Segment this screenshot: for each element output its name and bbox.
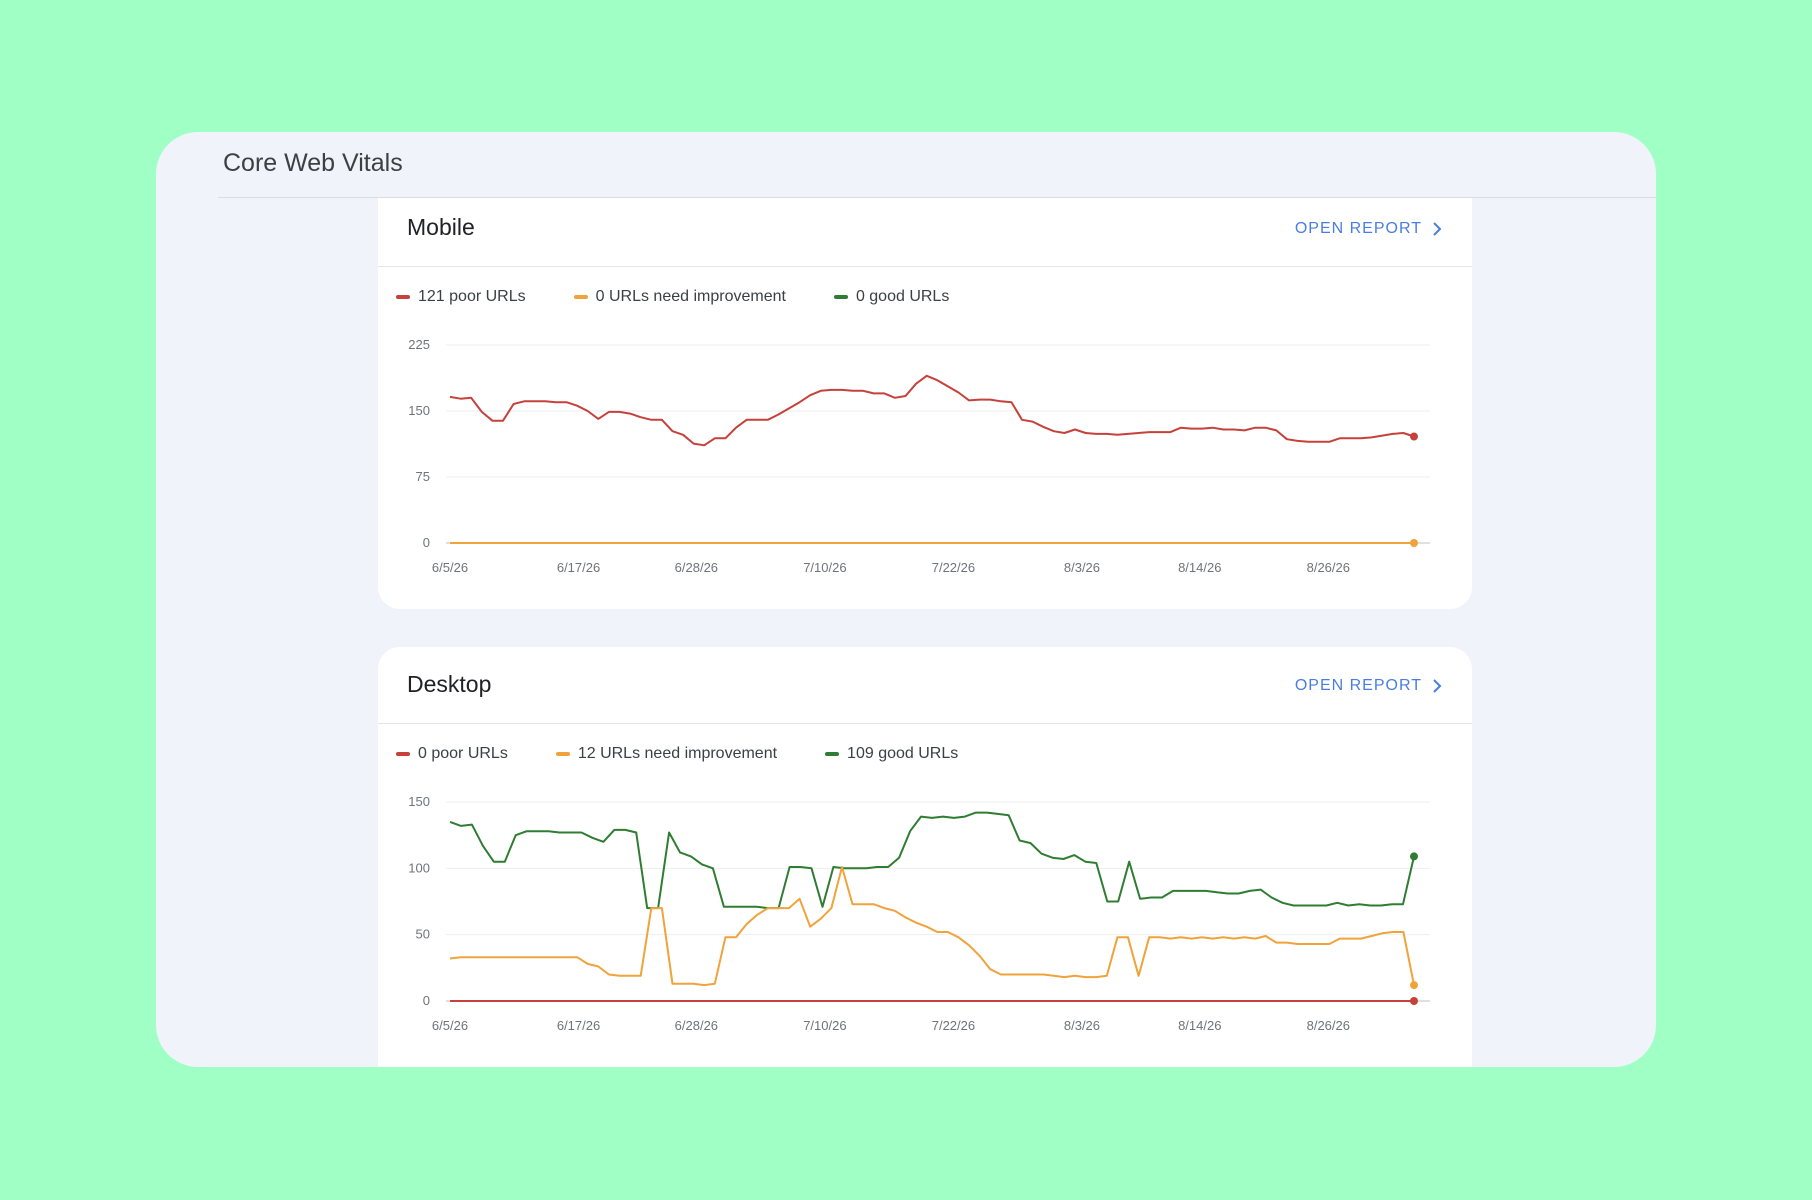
legend: 0 poor URLs 12 URLs need improvement 109… <box>396 745 1006 763</box>
series-end-point <box>1410 981 1418 990</box>
y-tick-label: 50 <box>416 927 430 942</box>
legend-label: 0 URLs need improvement <box>595 288 786 305</box>
y-tick-label: 150 <box>408 794 430 809</box>
x-tick-label: 6/5/26 <box>432 560 468 575</box>
legend-label: 12 URLs need improvement <box>577 745 778 762</box>
series-end-point <box>1410 997 1418 1005</box>
open-report-label: OPEN REPORT <box>1294 677 1422 694</box>
card-divider <box>378 266 1472 267</box>
y-tick-label: 225 <box>408 337 430 352</box>
desktop-chart: 0 50 100 150 6/5/26 6/17/26 6/28/26 7/10/26 7/22… <box>408 794 1430 1033</box>
app-window: Core Web Vitals Mobile OPEN REPORT 121 p… <box>156 132 1656 1067</box>
legend-label: 0 good URLs <box>855 288 950 305</box>
open-report-button-mobile[interactable]: OPEN REPORT <box>1295 220 1442 238</box>
y-tick-label: 150 <box>408 403 430 418</box>
card-title-mobile: Mobile <box>407 214 475 240</box>
legend-swatch <box>573 295 588 299</box>
legend-item-good[interactable]: 0 good URLs <box>833 288 950 306</box>
x-tick-label: 7/22/26 <box>932 1018 975 1033</box>
card-title-desktop: Desktop <box>407 671 492 697</box>
x-tick-label: 8/14/26 <box>1178 1018 1221 1033</box>
open-report-button-desktop[interactable]: OPEN REPORT <box>1295 677 1442 695</box>
x-tick-label: 6/17/26 <box>557 1018 600 1033</box>
card-divider <box>378 723 1472 724</box>
legend-item-good[interactable]: 109 good URLs <box>825 745 958 763</box>
x-tick-label: 6/5/26 <box>432 1018 468 1033</box>
mobile-card: Mobile OPEN REPORT 121 poor URLs 0 URLs … <box>378 198 1472 609</box>
x-tick-label: 6/28/26 <box>675 560 718 575</box>
x-tick-label: 8/26/26 <box>1307 560 1350 575</box>
legend-item-needs-improvement[interactable]: 12 URLs need improvement <box>555 745 778 763</box>
y-tick-label: 75 <box>416 469 430 484</box>
x-tick-label: 7/22/26 <box>932 560 975 575</box>
y-tick-label: 0 <box>423 993 430 1008</box>
legend-item-poor[interactable]: 0 poor URLs <box>396 745 508 763</box>
legend-swatch <box>396 752 410 756</box>
x-tick-label: 6/17/26 <box>557 560 600 575</box>
series-line <box>449 811 1415 910</box>
legend-swatch <box>833 295 848 299</box>
x-tick-label: 8/26/26 <box>1307 1018 1350 1033</box>
mobile-chart: 0 75 150 225 6/5/26 6/17/26 6/28/26 7/10/26 7/22… <box>408 337 1430 575</box>
legend-swatch <box>825 752 840 756</box>
legend-label: 109 good URLs <box>847 745 959 762</box>
legend-swatch <box>396 295 410 299</box>
chevron-right-icon <box>1433 679 1442 693</box>
x-tick-label: 8/3/26 <box>1064 1018 1100 1033</box>
open-report-label: OPEN REPORT <box>1294 220 1422 237</box>
legend-label: 121 poor URLs <box>418 288 526 305</box>
legend-swatch <box>555 752 570 756</box>
series-end-point <box>1410 539 1418 547</box>
series-line <box>449 374 1415 447</box>
series-line <box>449 866 1415 987</box>
y-tick-label: 100 <box>408 860 430 875</box>
page-title: Core Web Vitals <box>223 149 403 177</box>
legend-item-poor[interactable]: 121 poor URLs <box>396 288 526 306</box>
series-end-point <box>1410 432 1418 441</box>
x-tick-label: 7/10/26 <box>803 560 846 575</box>
x-tick-label: 7/10/26 <box>803 1018 846 1033</box>
series-end-point <box>1410 852 1418 861</box>
legend: 121 poor URLs 0 URLs need improvement 0 … <box>396 288 997 306</box>
legend-item-needs-improvement[interactable]: 0 URLs need improvement <box>573 288 786 306</box>
y-tick-label: 0 <box>423 535 430 550</box>
desktop-card: Desktop OPEN REPORT 0 poor URLs 12 URLs … <box>378 647 1472 1067</box>
chevron-right-icon <box>1433 222 1442 236</box>
x-tick-label: 8/3/26 <box>1064 560 1100 575</box>
x-tick-label: 8/14/26 <box>1178 560 1221 575</box>
legend-label: 0 poor URLs <box>418 745 508 762</box>
header-divider <box>218 197 1656 198</box>
x-tick-label: 6/28/26 <box>675 1018 718 1033</box>
